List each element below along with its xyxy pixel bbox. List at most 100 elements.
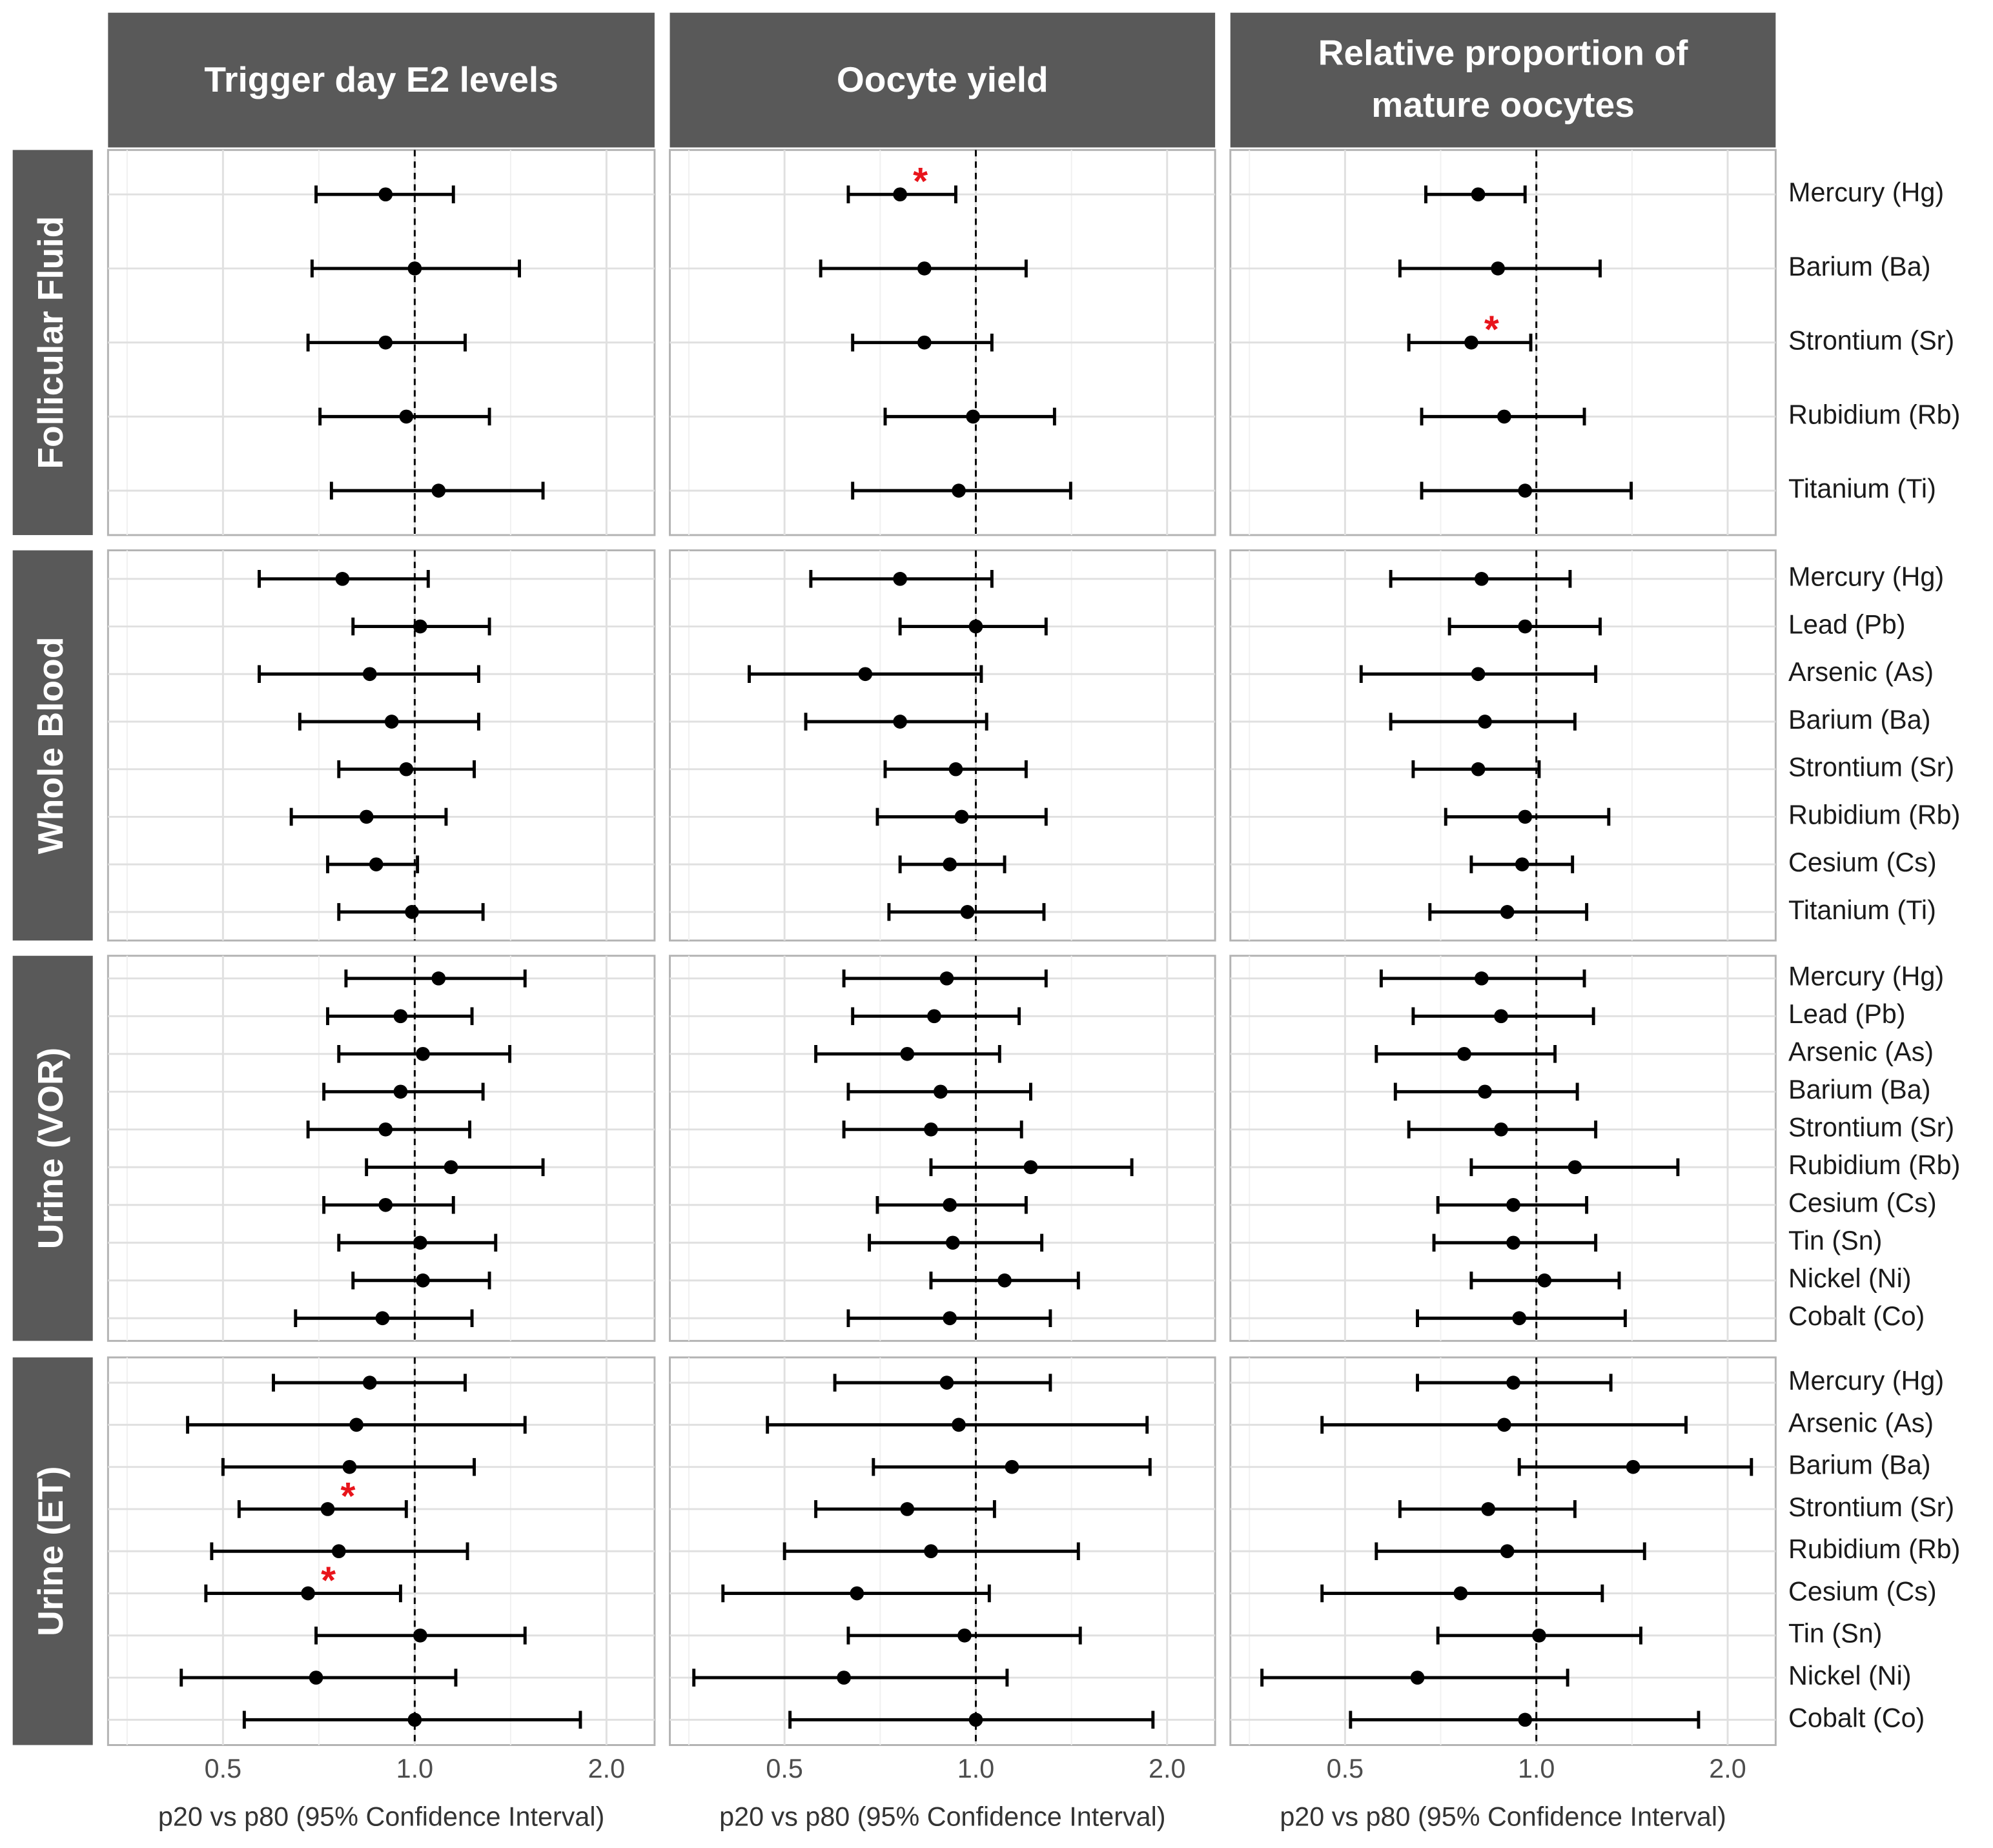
point-estimate (893, 187, 907, 202)
point-estimate (1491, 261, 1505, 276)
category-label: Barium (Ba) (1788, 1450, 1930, 1480)
category-label: Barium (Ba) (1788, 1075, 1930, 1104)
point-estimate (393, 1009, 408, 1024)
row-title: Whole Blood (30, 636, 70, 854)
point-estimate (444, 1160, 458, 1175)
point-estimate (900, 1046, 915, 1061)
point-estimate (1494, 1009, 1508, 1024)
point-estimate (900, 1502, 915, 1516)
category-label: Rubidium (Rb) (1788, 1150, 1960, 1180)
category-label: Nickel (Ni) (1788, 1661, 1912, 1691)
point-estimate (1518, 619, 1533, 634)
point-estimate (399, 409, 414, 424)
point-estimate (1515, 857, 1529, 871)
category-label: Titanium (Ti) (1788, 895, 1936, 925)
category-label: Cesium (Cs) (1788, 848, 1937, 877)
point-estimate (1471, 187, 1486, 202)
x-tick-label: 1.0 (957, 1754, 994, 1783)
panel (1229, 549, 1777, 942)
point-estimate (997, 1273, 1012, 1288)
point-estimate (375, 1311, 390, 1326)
point-estimate (378, 335, 393, 350)
point-estimate (359, 809, 374, 824)
point-estimate (850, 1586, 864, 1601)
x-tick-label: 0.5 (766, 1754, 802, 1783)
column-title: Oocyte yield (836, 59, 1048, 99)
category-label: Barium (Ba) (1788, 252, 1930, 281)
point-estimate (378, 1197, 393, 1212)
x-axis-label: p20 vs p80 (95% Confidence Interval) (1280, 1802, 1726, 1832)
point-estimate (1518, 1712, 1533, 1727)
point-estimate (1457, 1046, 1471, 1061)
point-estimate (416, 1046, 430, 1061)
point-estimate (933, 1084, 948, 1099)
column-header-box: Oocyte yield (836, 59, 1048, 99)
point-estimate (407, 1712, 422, 1727)
point-estimate (1512, 1311, 1527, 1326)
point-estimate (362, 667, 377, 682)
point-estimate (407, 261, 422, 276)
category-label: Titanium (Ti) (1788, 474, 1936, 503)
category-label: Lead (Pb) (1788, 999, 1905, 1029)
x-axis-label: p20 vs p80 (95% Confidence Interval) (719, 1802, 1165, 1832)
point-estimate (1518, 809, 1533, 824)
point-estimate (954, 809, 969, 824)
row-title: Follicular Fluid (30, 216, 70, 469)
point-estimate (1475, 971, 1489, 986)
point-estimate (1506, 1376, 1520, 1390)
point-estimate (1464, 335, 1478, 350)
column-header-box: Relative proportion of mature oocytes (1318, 34, 1688, 125)
panel (107, 549, 656, 942)
category-label: Lead (Pb) (1788, 609, 1905, 639)
point-estimate (939, 971, 954, 986)
point-estimate (1518, 483, 1533, 498)
x-tick-label: 0.5 (1327, 1754, 1364, 1783)
point-estimate (301, 1586, 315, 1601)
point-estimate (952, 1417, 966, 1432)
point-estimate (413, 1628, 427, 1643)
x-tick-label: 1.0 (1518, 1754, 1555, 1783)
point-estimate (1005, 1459, 1019, 1474)
x-tick-label: 2.0 (588, 1754, 625, 1783)
point-estimate (945, 1235, 960, 1250)
row-strip (12, 550, 93, 941)
category-label: Rubidium (Rb) (1788, 1534, 1960, 1564)
x-tick-label: 2.0 (1149, 1754, 1185, 1783)
point-estimate (320, 1502, 335, 1516)
point-estimate (924, 1544, 938, 1559)
panel (669, 955, 1216, 1342)
point-estimate (431, 483, 446, 498)
category-label: Mercury (Hg) (1788, 962, 1944, 991)
category-label: Strontium (Sr) (1788, 1492, 1954, 1522)
point-estimate (939, 1376, 954, 1390)
point-estimate (1497, 1417, 1511, 1432)
x-tick-label: 0.5 (205, 1754, 241, 1783)
column-header-box: Trigger day E2 levels (204, 59, 558, 99)
category-label: Strontium (Sr) (1788, 1113, 1954, 1142)
point-estimate (413, 1235, 427, 1250)
point-estimate (943, 857, 957, 871)
column-title: Trigger day E2 levels (204, 59, 558, 99)
row-strip (12, 955, 93, 1341)
point-estimate (1471, 667, 1486, 682)
point-estimate (917, 261, 932, 276)
point-estimate (957, 1628, 972, 1643)
significance-flag: * (321, 1559, 336, 1601)
point-estimate (362, 1376, 377, 1390)
point-estimate (1410, 1670, 1425, 1685)
point-estimate (968, 619, 983, 634)
point-estimate (1478, 1084, 1492, 1099)
point-estimate (1478, 715, 1492, 729)
point-estimate (349, 1417, 363, 1432)
category-label: Mercury (Hg) (1788, 178, 1944, 207)
category-label: Arsenic (As) (1788, 657, 1934, 687)
significance-flag: * (341, 1475, 356, 1518)
category-label: Cesium (Cs) (1788, 1188, 1937, 1218)
point-estimate (431, 971, 446, 986)
point-estimate (948, 762, 963, 777)
category-label: Tin (Sn) (1788, 1226, 1882, 1255)
point-estimate (1568, 1160, 1582, 1175)
category-label: Strontium (Sr) (1788, 753, 1954, 782)
